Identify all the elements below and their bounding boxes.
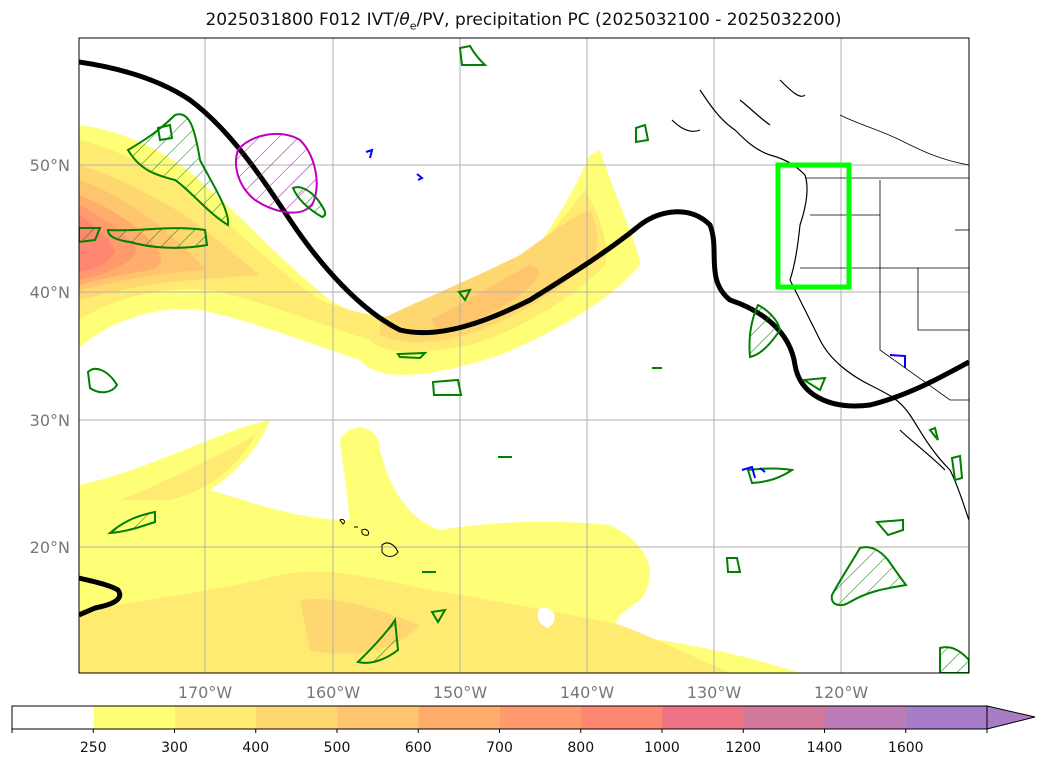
colorbar-tick-label: 1400 xyxy=(807,740,843,756)
colorbar-tick-label: 300 xyxy=(161,740,188,756)
colorbar-segment xyxy=(174,706,257,729)
coastline xyxy=(671,79,969,521)
ivt-band-300-west xyxy=(120,435,255,500)
lat-label-30: 30°N xyxy=(30,411,70,430)
lon-label-130: 130°W xyxy=(687,683,742,702)
colorbar-segment xyxy=(824,706,907,729)
lat-label-40: 40°N xyxy=(30,283,70,302)
lon-label-120: 120°W xyxy=(814,683,869,702)
colorbar-segment xyxy=(905,706,988,729)
colorbar-tick-label: 1600 xyxy=(888,740,924,756)
lon-label-170: 170°W xyxy=(178,683,233,702)
lat-label-50: 50°N xyxy=(30,156,70,175)
hawaii-islands xyxy=(339,519,399,557)
lon-label-140: 140°W xyxy=(560,683,615,702)
focus-region-box xyxy=(775,162,852,290)
ivt-band-500-central xyxy=(430,265,539,332)
lat-label-20: 20°N xyxy=(30,538,70,557)
state-borders xyxy=(800,114,969,401)
colorbar-tick-label: 600 xyxy=(405,740,432,756)
colorbar-segment xyxy=(580,706,663,729)
ivt-band-400-central xyxy=(380,210,598,342)
latitude-labels: 50°N 40°N 30°N 20°N xyxy=(30,156,70,557)
colorbar-segment xyxy=(662,706,744,729)
lon-label-160: 160°W xyxy=(306,683,361,702)
ivt-gap xyxy=(537,607,555,628)
colorbar-extend-arrow xyxy=(986,705,1036,730)
colorbar-tick-label: 1000 xyxy=(644,740,680,756)
colorbar-tick-label: 500 xyxy=(324,740,351,756)
colorbar-tick-label: 400 xyxy=(242,740,269,756)
theta-e-contours xyxy=(79,44,969,673)
colorbar: 250 300 400 500 600 700 800 1000 1200 1400 1600 xyxy=(11,705,1036,756)
colorbar-segment xyxy=(743,706,825,729)
longitude-labels: 170°W 160°W 150°W 140°W 130°W 120°W xyxy=(178,683,869,702)
map-frame xyxy=(78,37,970,674)
colorbar-segment xyxy=(499,706,582,729)
pv-contour-southwest xyxy=(79,575,123,618)
colorbar-tick-label: 250 xyxy=(80,740,107,756)
colorbar-tick-label: 700 xyxy=(486,740,513,756)
colorbar-tick-label: 1200 xyxy=(725,740,761,756)
colorbar-segment xyxy=(12,706,94,729)
blue-contours xyxy=(365,148,906,479)
colorbar-tick-label: 800 xyxy=(567,740,594,756)
colorbar-segment xyxy=(93,706,175,729)
colorbar-segment xyxy=(418,706,500,729)
colorbar-segment xyxy=(337,706,419,729)
colorbar-segment xyxy=(255,706,338,729)
graticule xyxy=(79,38,969,673)
map-title: 2025031800 F012 IVT/θe/PV, precipitation… xyxy=(205,10,842,33)
lon-label-150: 150°W xyxy=(433,683,488,702)
